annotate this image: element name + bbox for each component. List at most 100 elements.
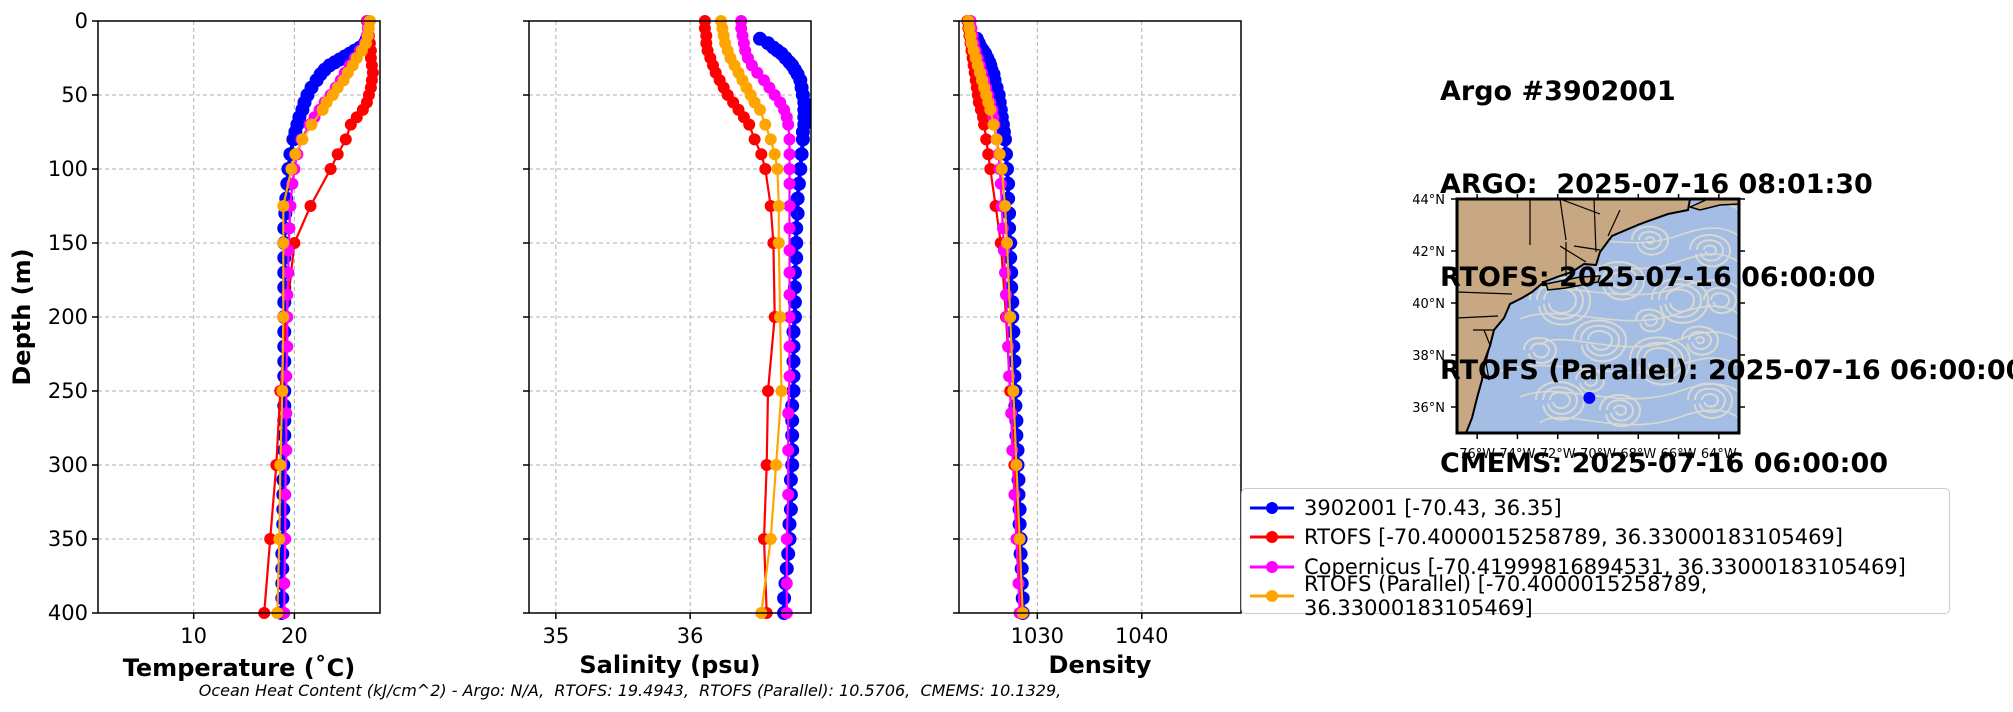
point-rtofs-parallel bbox=[774, 311, 787, 323]
streamline bbox=[1688, 330, 1713, 350]
point-rtofs bbox=[743, 118, 756, 131]
point-rtofs-parallel bbox=[999, 200, 1011, 212]
point-3902001 bbox=[791, 176, 806, 191]
x-axis-label: Density bbox=[1049, 651, 1152, 679]
point-rtofs-parallel bbox=[764, 133, 777, 146]
map-lon-label: 76°W bbox=[1459, 447, 1495, 462]
point-rtofs-parallel bbox=[274, 459, 287, 471]
point-3902001 bbox=[276, 472, 291, 487]
point-copernicus bbox=[780, 577, 793, 590]
point-3902001 bbox=[794, 147, 809, 162]
map-nova-scotia bbox=[1687, 199, 1739, 211]
map-lon-label: 66°W bbox=[1661, 447, 1697, 462]
streamline bbox=[1519, 305, 1739, 322]
point-copernicus bbox=[783, 148, 796, 161]
point-rtofs-parallel bbox=[1007, 385, 1020, 397]
streamline bbox=[1635, 308, 1666, 333]
map-land bbox=[1457, 199, 1692, 433]
streamline bbox=[1595, 261, 1646, 301]
streamline bbox=[1575, 368, 1606, 393]
point-copernicus bbox=[281, 340, 294, 353]
point-rtofs-parallel bbox=[993, 148, 1006, 161]
streamline bbox=[1651, 277, 1710, 324]
map-lon-label: 68°W bbox=[1620, 447, 1656, 462]
point-rtofs-parallel bbox=[984, 103, 997, 116]
point-copernicus bbox=[278, 577, 291, 590]
x-tick-label: 20 bbox=[281, 624, 308, 648]
x-tick-label: 35 bbox=[542, 624, 569, 648]
point-rtofs bbox=[982, 148, 995, 161]
point-rtofs-parallel bbox=[770, 459, 783, 471]
map-chesapeake bbox=[1483, 329, 1491, 381]
point-3902001 bbox=[783, 472, 798, 487]
point-rtofs-parallel bbox=[990, 133, 1003, 146]
x-axis-label: Salinity (psu) bbox=[579, 651, 760, 679]
streamline bbox=[1645, 236, 1656, 245]
map-lat-label: 36°N bbox=[1412, 401, 1445, 416]
map-ticks: 76°W 74°W 72°W 70°W 68°W 66°W 64°W 44°N 42°N 40°N… bbox=[1412, 193, 1745, 462]
point-copernicus bbox=[282, 266, 295, 279]
y-tick-label: 50 bbox=[61, 83, 88, 107]
point-copernicus bbox=[783, 244, 796, 257]
point-rtofs-parallel bbox=[276, 385, 289, 397]
point-copernicus bbox=[783, 370, 796, 383]
point-copernicus bbox=[783, 133, 796, 146]
streamline bbox=[1530, 342, 1551, 359]
legend-item-copernicus: Copernicus [-70.41999816894531, 36.33000… bbox=[1250, 552, 1941, 582]
legend-marker-copernicus bbox=[1250, 560, 1294, 573]
legend-label-copernicus: Copernicus [-70.41999816894531, 36.33000… bbox=[1304, 554, 1906, 579]
legend-item-rtofs: RTOFS [-70.4000015258789, 36.33000183105… bbox=[1250, 523, 1941, 553]
streamline bbox=[1580, 324, 1621, 357]
panel-salinity-psu: 35 36 Salinity (psu) bbox=[523, 15, 812, 679]
streamline bbox=[1695, 336, 1706, 345]
streamline bbox=[1613, 404, 1628, 416]
y-tick-label: 300 bbox=[48, 453, 88, 477]
point-rtofs-parallel bbox=[771, 163, 784, 175]
x-tick-label: 1040 bbox=[1115, 624, 1168, 648]
point-rtofs-parallel bbox=[1001, 237, 1013, 249]
point-rtofs-parallel bbox=[1013, 533, 1026, 545]
map-lat-label: 40°N bbox=[1412, 297, 1445, 312]
profile-panels: 10 20050100150200250300350400Temperature … bbox=[8, 9, 1242, 682]
y-tick-label: 150 bbox=[48, 231, 88, 255]
y-tick-label: 0 bbox=[75, 9, 88, 33]
map-lat-label: 38°N bbox=[1412, 349, 1445, 364]
point-copernicus bbox=[782, 118, 795, 131]
streamline bbox=[1587, 330, 1614, 351]
point-rtofs bbox=[755, 148, 768, 161]
streamline bbox=[1549, 391, 1572, 410]
streamline bbox=[1701, 393, 1720, 408]
point-rtofs bbox=[978, 118, 991, 131]
point-copernicus bbox=[780, 533, 793, 545]
map-borders bbox=[1457, 199, 1621, 331]
point-3902001 bbox=[998, 132, 1012, 147]
point-rtofs bbox=[759, 163, 772, 175]
point-3902001 bbox=[795, 132, 810, 147]
point-rtofs-parallel bbox=[987, 118, 1000, 131]
y-tick-label: 400 bbox=[48, 601, 88, 625]
x-tick-label: 1030 bbox=[1011, 624, 1064, 648]
streamline bbox=[1602, 266, 1639, 295]
point-rtofs bbox=[762, 385, 774, 397]
point-rtofs-parallel bbox=[759, 118, 772, 131]
point-copernicus bbox=[783, 222, 796, 235]
point-3902001 bbox=[782, 517, 797, 532]
point-copernicus bbox=[782, 488, 795, 501]
point-rtofs-parallel bbox=[775, 385, 788, 397]
map-lon-label: 64°W bbox=[1701, 447, 1737, 462]
streamline bbox=[1689, 234, 1732, 268]
point-rtofs-parallel bbox=[1004, 311, 1017, 323]
streamline bbox=[1582, 373, 1599, 387]
point-rtofs bbox=[344, 118, 357, 131]
point-3902001 bbox=[781, 546, 796, 561]
point-3902001 bbox=[790, 191, 805, 206]
point-rtofs-parallel bbox=[296, 133, 309, 146]
point-copernicus bbox=[283, 222, 296, 235]
location-map: 76°W 74°W 72°W 70°W 68°W 66°W 64°W 44°N 42°N 40°N… bbox=[1412, 193, 1745, 462]
point-3902001 bbox=[277, 428, 292, 443]
title-rtofs-time: RTOFS: 2025-07-16 06:00:00 bbox=[1440, 262, 1876, 293]
x-axis-label: Temperature (˚C) bbox=[123, 654, 356, 682]
point-rtofs-parallel bbox=[277, 237, 290, 249]
map-lon-label: 74°W bbox=[1499, 447, 1535, 462]
